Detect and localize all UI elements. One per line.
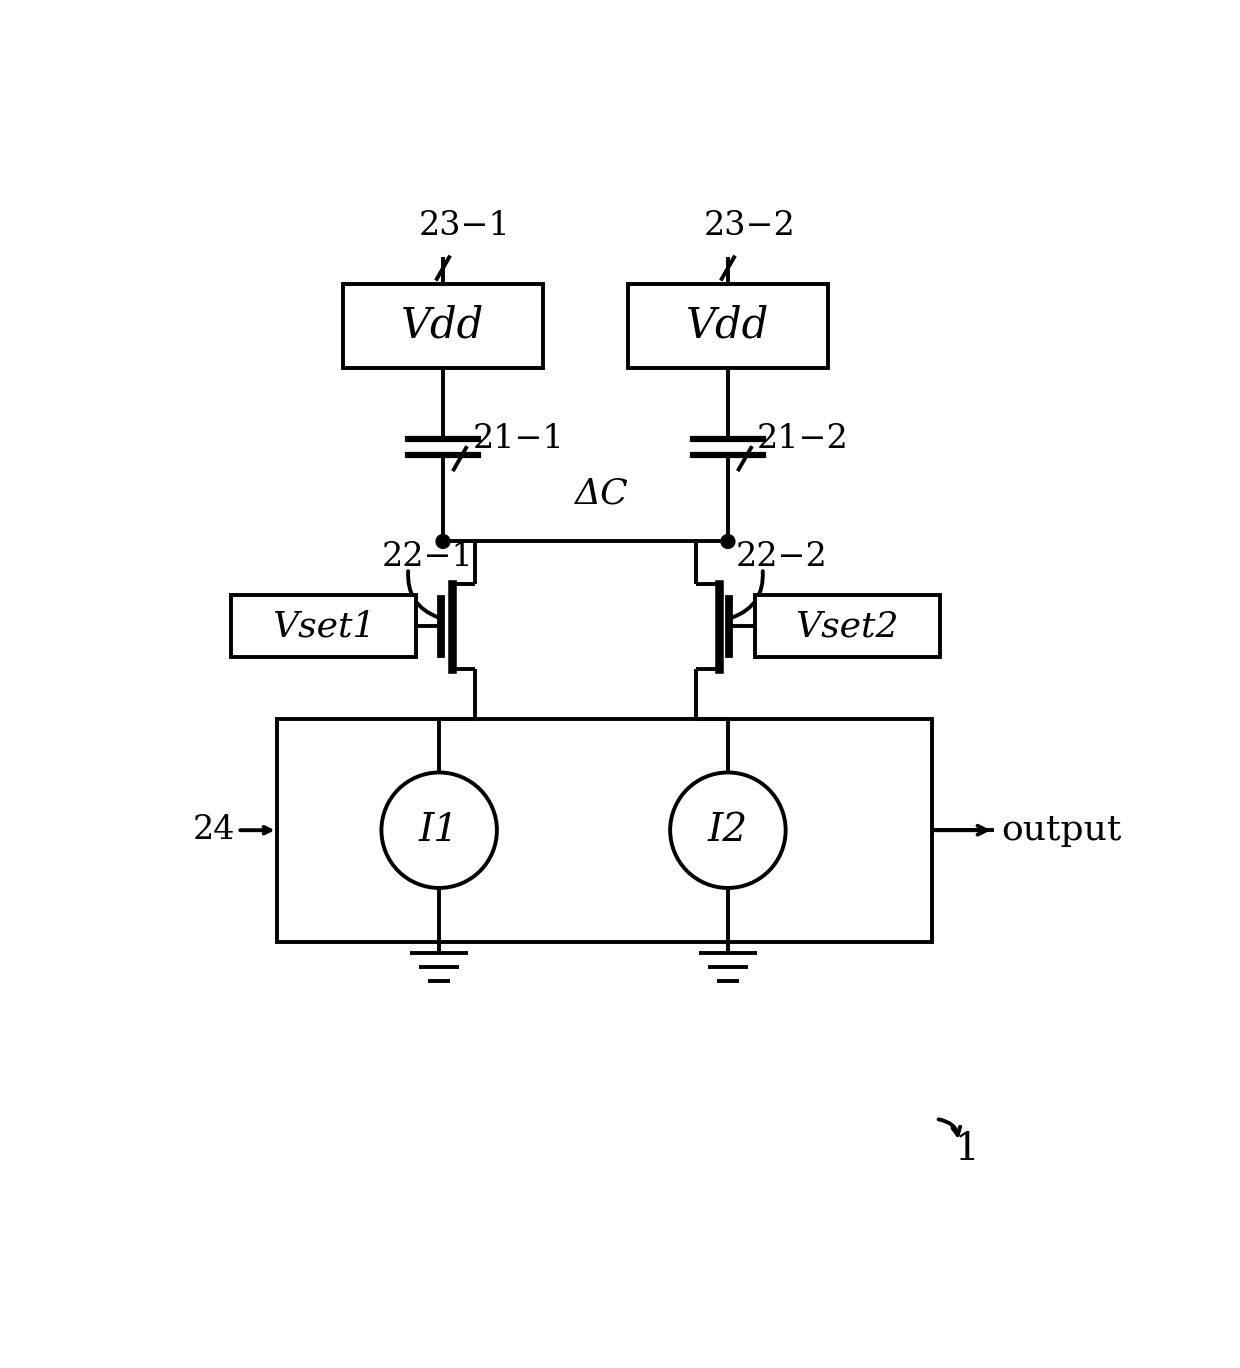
Text: output: output: [1001, 813, 1122, 847]
Text: 21−2: 21−2: [758, 424, 849, 456]
Bar: [231, 595, 417, 657]
Text: 21−1: 21−1: [472, 424, 564, 456]
Circle shape: [382, 773, 497, 888]
Text: Vset1: Vset1: [272, 609, 376, 643]
Circle shape: [720, 535, 735, 549]
FancyArrowPatch shape: [241, 826, 270, 833]
Text: 22−1: 22−1: [382, 540, 474, 573]
Text: Vdd: Vdd: [402, 305, 485, 347]
Text: Vset2: Vset2: [796, 609, 899, 643]
FancyArrowPatch shape: [732, 572, 763, 617]
Text: 24: 24: [192, 814, 236, 847]
FancyArrowPatch shape: [408, 572, 439, 617]
Text: I2: I2: [708, 811, 748, 848]
Circle shape: [670, 773, 786, 888]
Text: 23−2: 23−2: [703, 209, 795, 242]
Bar: [627, 283, 828, 368]
Text: Vdd: Vdd: [686, 305, 770, 347]
FancyArrowPatch shape: [939, 1119, 960, 1135]
Text: 23−1: 23−1: [419, 209, 511, 242]
Text: ΔC: ΔC: [574, 476, 627, 510]
Bar: [278, 718, 932, 941]
Text: 1: 1: [955, 1131, 978, 1168]
Circle shape: [436, 535, 450, 549]
Text: I1: I1: [419, 811, 459, 848]
Text: 22−2: 22−2: [735, 540, 827, 573]
Bar: [343, 283, 543, 368]
Bar: [755, 595, 940, 657]
